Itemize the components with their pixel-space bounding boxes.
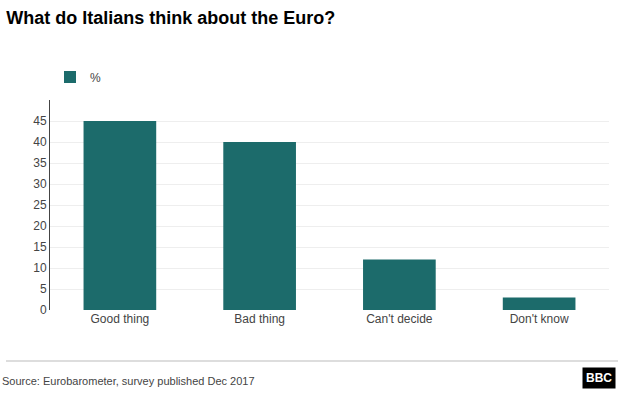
- svg-text:40: 40: [33, 135, 47, 149]
- svg-text:20: 20: [33, 219, 47, 233]
- svg-text:BBC: BBC: [586, 371, 612, 385]
- svg-text:Bad thing: Bad thing: [234, 312, 285, 326]
- svg-text:30: 30: [33, 177, 47, 191]
- svg-text:0: 0: [40, 303, 47, 317]
- svg-text:25: 25: [33, 198, 47, 212]
- svg-text:35: 35: [33, 156, 47, 170]
- svg-text:Can't decide: Can't decide: [366, 312, 433, 326]
- svg-text:10: 10: [33, 261, 47, 275]
- svg-text:Good thing: Good thing: [91, 312, 150, 326]
- svg-text:15: 15: [33, 240, 47, 254]
- svg-text:Don't know: Don't know: [510, 312, 569, 326]
- svg-text:45: 45: [33, 114, 47, 128]
- svg-text:What do Italians think about t: What do Italians think about the Euro?: [6, 8, 335, 28]
- svg-text:5: 5: [40, 282, 47, 296]
- svg-text:%: %: [90, 71, 101, 85]
- svg-text:Source: Eurobarometer, survey: Source: Eurobarometer, survey published …: [2, 375, 255, 387]
